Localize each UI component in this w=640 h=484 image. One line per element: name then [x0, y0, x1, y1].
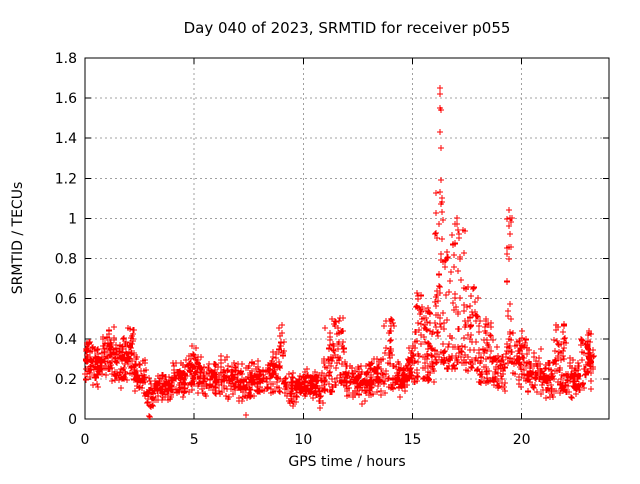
- y-tick-label: 0.8: [55, 252, 77, 268]
- y-tick-label: 0.6: [55, 292, 77, 308]
- scatter-points: [82, 85, 597, 420]
- x-tick-label: 10: [294, 432, 312, 448]
- y-tick-label: 0.2: [55, 372, 77, 388]
- x-tick-labels: 0 5 10 15 20: [81, 432, 531, 448]
- x-axis-label: GPS time / hours: [288, 454, 405, 470]
- x-tick-label: 15: [404, 432, 422, 448]
- plot-frame: [84, 57, 610, 420]
- y-axis-label: SRMTID / TECUs: [10, 182, 26, 295]
- y-tick-label: 0.4: [55, 332, 77, 348]
- y-tick-label: 1.2: [55, 171, 77, 187]
- x-tick-label: 5: [190, 432, 199, 448]
- y-tick-label: 1.8: [55, 51, 77, 67]
- data-point-markers: [82, 85, 597, 420]
- y-tick-label: 1.6: [55, 91, 77, 107]
- x-tick-label: 0: [81, 432, 90, 448]
- y-tick-label: 0: [68, 412, 77, 428]
- x-tick-label: 20: [513, 432, 531, 448]
- frame-layer: [84, 57, 610, 420]
- y-tick-label: 1.4: [55, 131, 77, 147]
- chart-title: Day 040 of 2023, SRMTID for receiver p05…: [184, 19, 511, 37]
- y-tick-labels: 0 0.2 0.4 0.6 0.8 1 1.2 1.4 1.6 1.8: [55, 51, 77, 428]
- y-tick-label: 1: [68, 211, 77, 227]
